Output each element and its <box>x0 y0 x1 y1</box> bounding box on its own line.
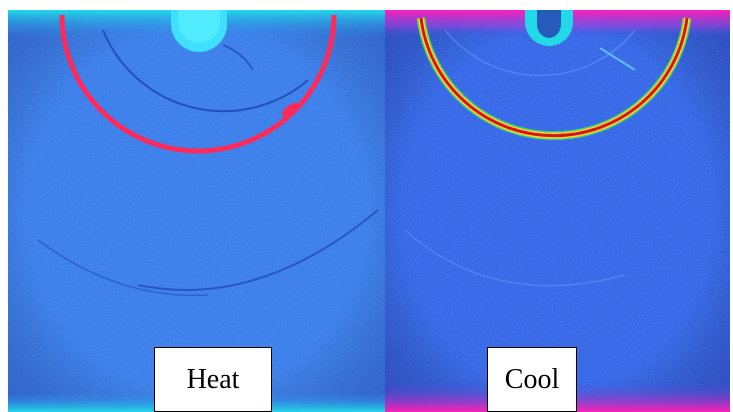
cool-ring-core <box>419 17 689 138</box>
cool-outer-arc <box>404 229 626 287</box>
heat-red-ring <box>59 14 337 154</box>
cool-inner-ring <box>444 29 636 77</box>
heat-inner-ring <box>102 29 309 113</box>
cool-diffraction-image <box>385 10 730 412</box>
heat-diffraction-image <box>8 10 386 412</box>
heat-label: Heat <box>154 347 272 412</box>
heat-outer-arc <box>137 209 379 291</box>
heat-vignette <box>8 10 386 412</box>
cool-label: Cool <box>487 347 577 412</box>
heat-bright-spot <box>282 102 300 118</box>
heat-diffraction-svg <box>8 10 386 412</box>
cool-diffraction-svg <box>385 10 730 412</box>
